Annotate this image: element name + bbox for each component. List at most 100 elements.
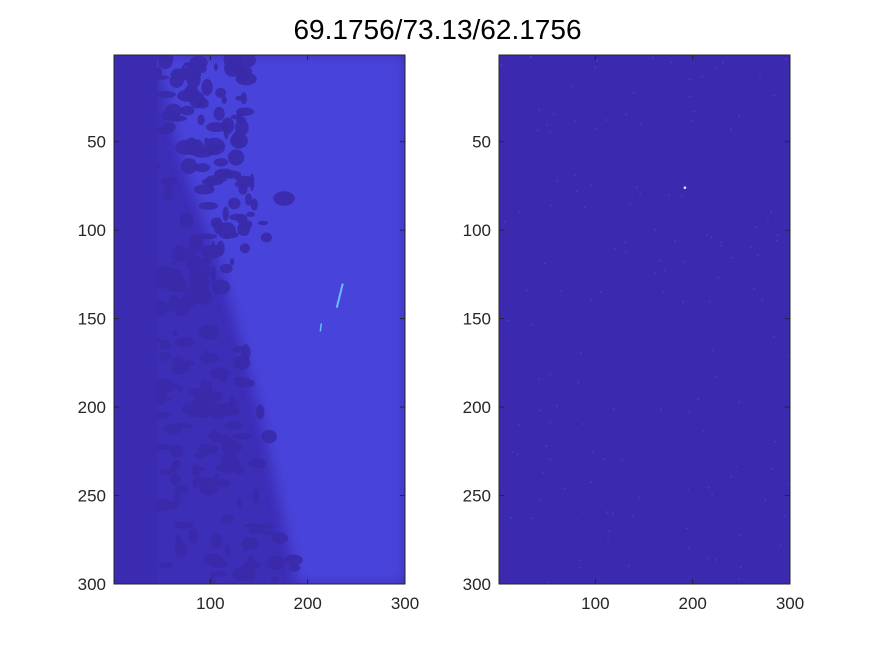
dark-blob [255,404,265,420]
speckle [549,373,551,376]
speckle [603,458,605,460]
y-tick-label: 250 [463,487,491,506]
dark-blob [224,421,244,430]
dark-blob [176,364,186,371]
speckle [500,64,502,66]
dark-blob [175,534,182,550]
speckle [631,515,634,518]
speckle [583,511,585,513]
dark-blob [156,500,179,510]
dark-blob [234,179,253,189]
speckle [740,566,742,568]
speckle [545,444,548,447]
dark-blob [170,463,177,474]
dark-blob [205,122,226,133]
dark-blob [237,497,242,510]
speckle [770,210,772,213]
dark-blob [231,433,253,440]
speckle [607,540,609,543]
dark-blob [170,473,182,487]
speckle [571,85,573,88]
speckle [730,476,732,478]
dark-blob [170,261,176,266]
speckle [753,288,755,290]
speckle [715,67,717,69]
dark-blob [169,445,184,458]
dark-blob [171,245,186,263]
speckle [625,113,627,116]
dark-blob [191,148,214,158]
speckle [785,228,788,231]
dark-blob [210,533,223,549]
dark-blob [171,356,184,366]
dark-blob [176,297,183,304]
right-heatmap-panel: 100 200 300 50 100 150 200 250 300 [463,54,804,613]
speckle [612,512,614,515]
speckle [574,173,576,176]
speckle [664,269,666,272]
speckle [553,113,555,115]
dark-blob [155,126,173,135]
speckle [547,581,550,583]
speckle [531,517,534,520]
dark-blob [270,532,289,544]
speckle [624,241,627,243]
speckle [600,290,602,293]
speckle [658,259,661,262]
dark-blob [191,464,201,478]
heatmap-background [499,55,790,584]
dark-blob [160,177,179,186]
dark-blob [246,211,256,217]
speckle [538,378,540,380]
dark-blob [288,563,301,572]
x-tick-label: 300 [391,594,419,613]
dark-blob [206,433,227,439]
speckle [595,127,597,130]
dark-blob [156,281,177,289]
speckle [735,466,737,468]
speckle [559,290,562,292]
speckle [549,421,552,424]
speckle [688,410,691,413]
dark-blob [198,63,207,74]
speckle [779,544,782,547]
speckle [674,240,676,243]
speckle [738,578,740,580]
dark-blob [207,143,221,153]
dark-blob [249,173,255,191]
dark-blob [239,219,253,230]
speckle [550,204,553,207]
dark-blob [246,554,255,568]
speckle [776,239,778,242]
speckle [564,487,566,490]
speckle [608,530,610,532]
dark-blob [216,240,225,256]
dark-blob [251,488,259,504]
speckle [738,401,740,403]
dark-blob [212,279,231,295]
dark-blob [159,562,173,569]
dark-blob [270,576,279,583]
dark-blob [156,338,163,344]
speckle [688,78,691,81]
highlight-point [683,186,687,189]
right-heatmap-image [499,55,790,584]
dark-blob [198,233,218,240]
speckle [708,300,711,303]
dark-blob [234,175,254,182]
dark-blob [179,212,194,229]
dark-blob [233,377,249,382]
dark-blob [173,487,181,505]
dark-blob [214,478,231,488]
speckle [708,486,710,489]
speckle [640,123,642,126]
dark-blob [186,254,202,273]
speckle [788,355,790,357]
speckle [687,488,689,491]
speckle [510,516,512,519]
dark-blob [198,466,206,472]
x-tick-label: 100 [196,594,224,613]
speckle [579,566,581,569]
speckle [689,95,691,98]
dark-blob [188,244,196,259]
